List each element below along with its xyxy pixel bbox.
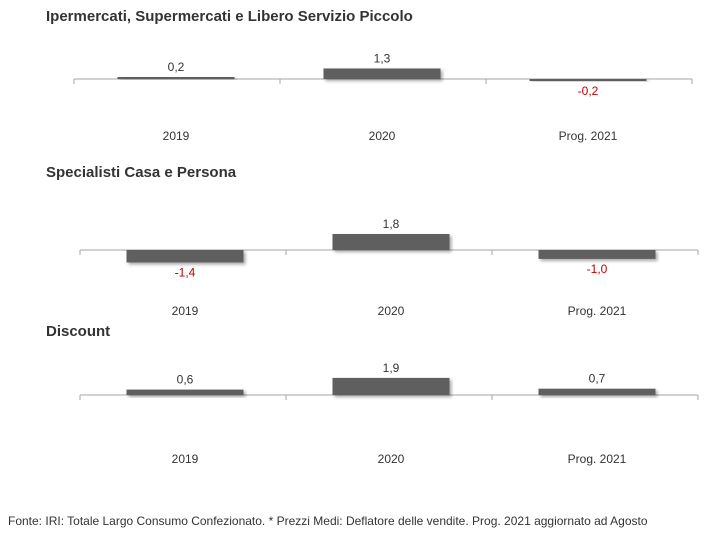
bar-prog-2021	[529, 79, 647, 81]
data-label: 0,2	[168, 60, 185, 74]
bar-2019	[117, 77, 235, 79]
data-label: 0,6	[177, 373, 194, 387]
chart-title-2: Specialisti Casa e Persona	[46, 164, 237, 181]
bar-2020	[332, 377, 450, 395]
x-tick-label: 2020	[378, 304, 405, 318]
x-tick-label: 2020	[378, 452, 405, 466]
chart-2: -1,4 2019 1,8 2020 -1,0 Prog. 2021	[79, 217, 699, 318]
data-label: -0,2	[578, 84, 599, 98]
data-label: 1,9	[383, 361, 400, 375]
chart-title-1: Ipermercati, Supermercati e Libero Servi…	[46, 8, 413, 25]
source-footnote: Fonte: IRI: Totale Largo Consumo Confezi…	[8, 514, 648, 528]
x-tick-label: Prog. 2021	[568, 452, 627, 466]
bar-prog-2021	[538, 250, 656, 259]
bar-2019	[126, 389, 244, 395]
data-label: 1,3	[374, 51, 391, 65]
chart-3: 0,6 2019 1,9 2020 0,7 Prog. 2021	[79, 361, 699, 466]
chart-title-3: Discount	[46, 323, 111, 340]
chart-1: 0,2 2019 1,3 2020 -0,2 Prog. 2021	[73, 51, 693, 143]
data-label: -1,4	[175, 265, 196, 279]
x-tick-label: 2019	[172, 304, 199, 318]
bar-2020	[323, 68, 441, 79]
data-label: 0,7	[589, 372, 606, 386]
x-tick-label: Prog. 2021	[559, 129, 618, 143]
bar-2019	[126, 250, 244, 263]
data-label: -1,0	[587, 262, 608, 276]
x-tick-label: 2019	[172, 452, 199, 466]
bar-prog-2021	[538, 388, 656, 395]
x-tick-label: 2019	[163, 129, 190, 143]
data-label: 1,8	[383, 217, 400, 231]
x-tick-label: 2020	[369, 129, 396, 143]
bar-2020	[332, 233, 450, 250]
x-tick-label: Prog. 2021	[568, 304, 627, 318]
